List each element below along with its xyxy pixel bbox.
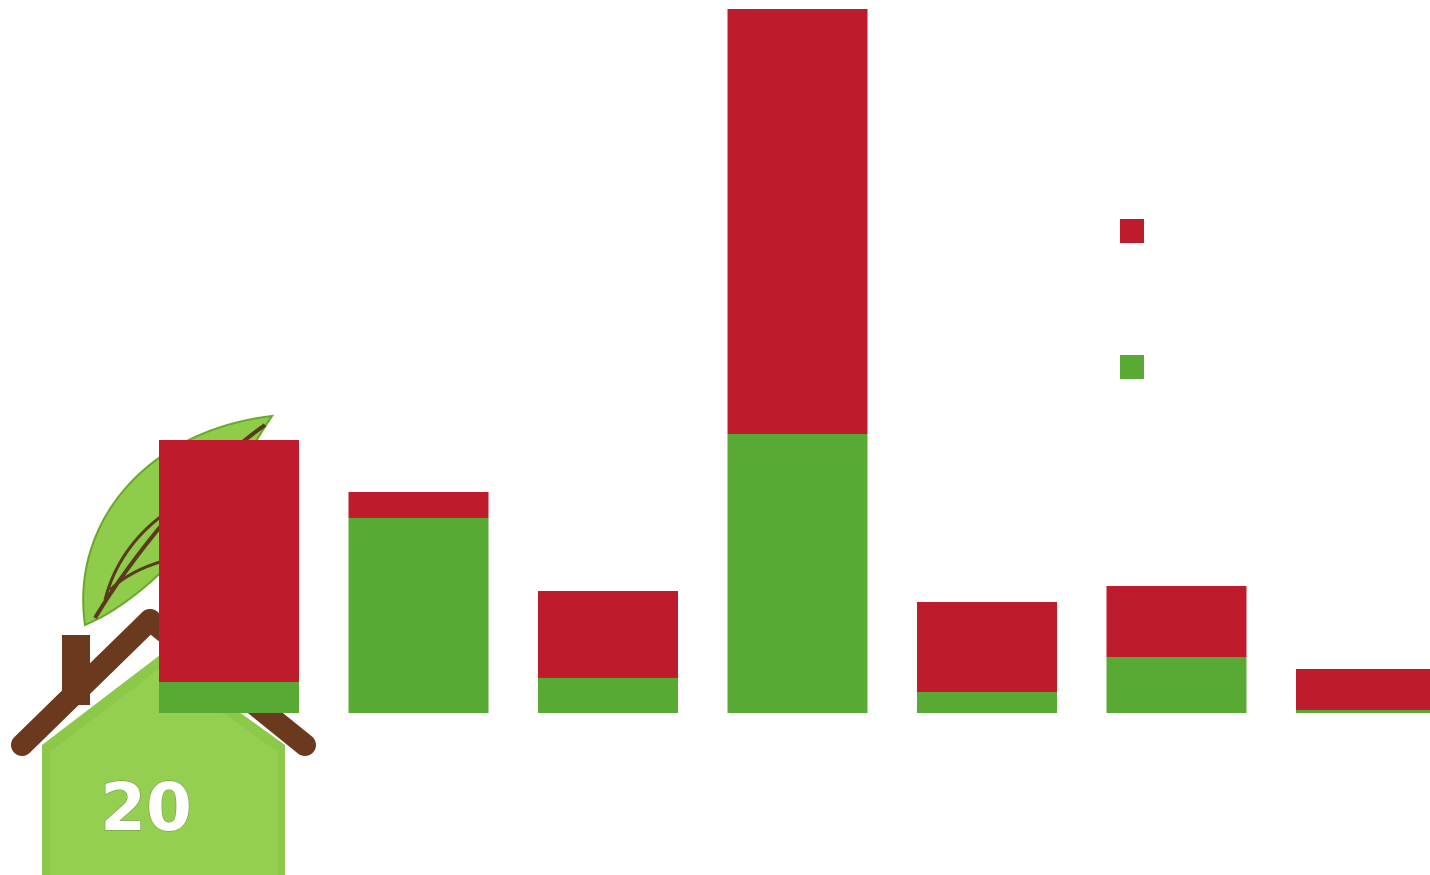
bar-green-6: [1106, 657, 1247, 713]
bar-green-1: [159, 682, 299, 713]
bar-red-3: [538, 591, 678, 678]
legend-swatch-green: [1120, 355, 1144, 379]
logo: 20: [11, 414, 316, 875]
bar-red-7: [1296, 669, 1430, 710]
legend-swatch-red: [1120, 219, 1144, 243]
bar-green-2: [348, 518, 489, 713]
bar-red-5: [917, 602, 1057, 692]
bar-green-7: [1296, 710, 1430, 713]
bar-green-5: [917, 692, 1057, 713]
bar-green-4: [727, 434, 868, 713]
bar-red-1: [159, 440, 299, 682]
legend: [1120, 219, 1144, 379]
logo-number: 20: [100, 769, 192, 846]
bar-red-6: [1106, 586, 1247, 657]
bars-group: [159, 9, 1430, 713]
bar-red-2: [348, 492, 489, 518]
bar-green-3: [538, 678, 678, 713]
bar-red-4: [727, 9, 868, 434]
house-leaf-icon: [11, 414, 316, 875]
